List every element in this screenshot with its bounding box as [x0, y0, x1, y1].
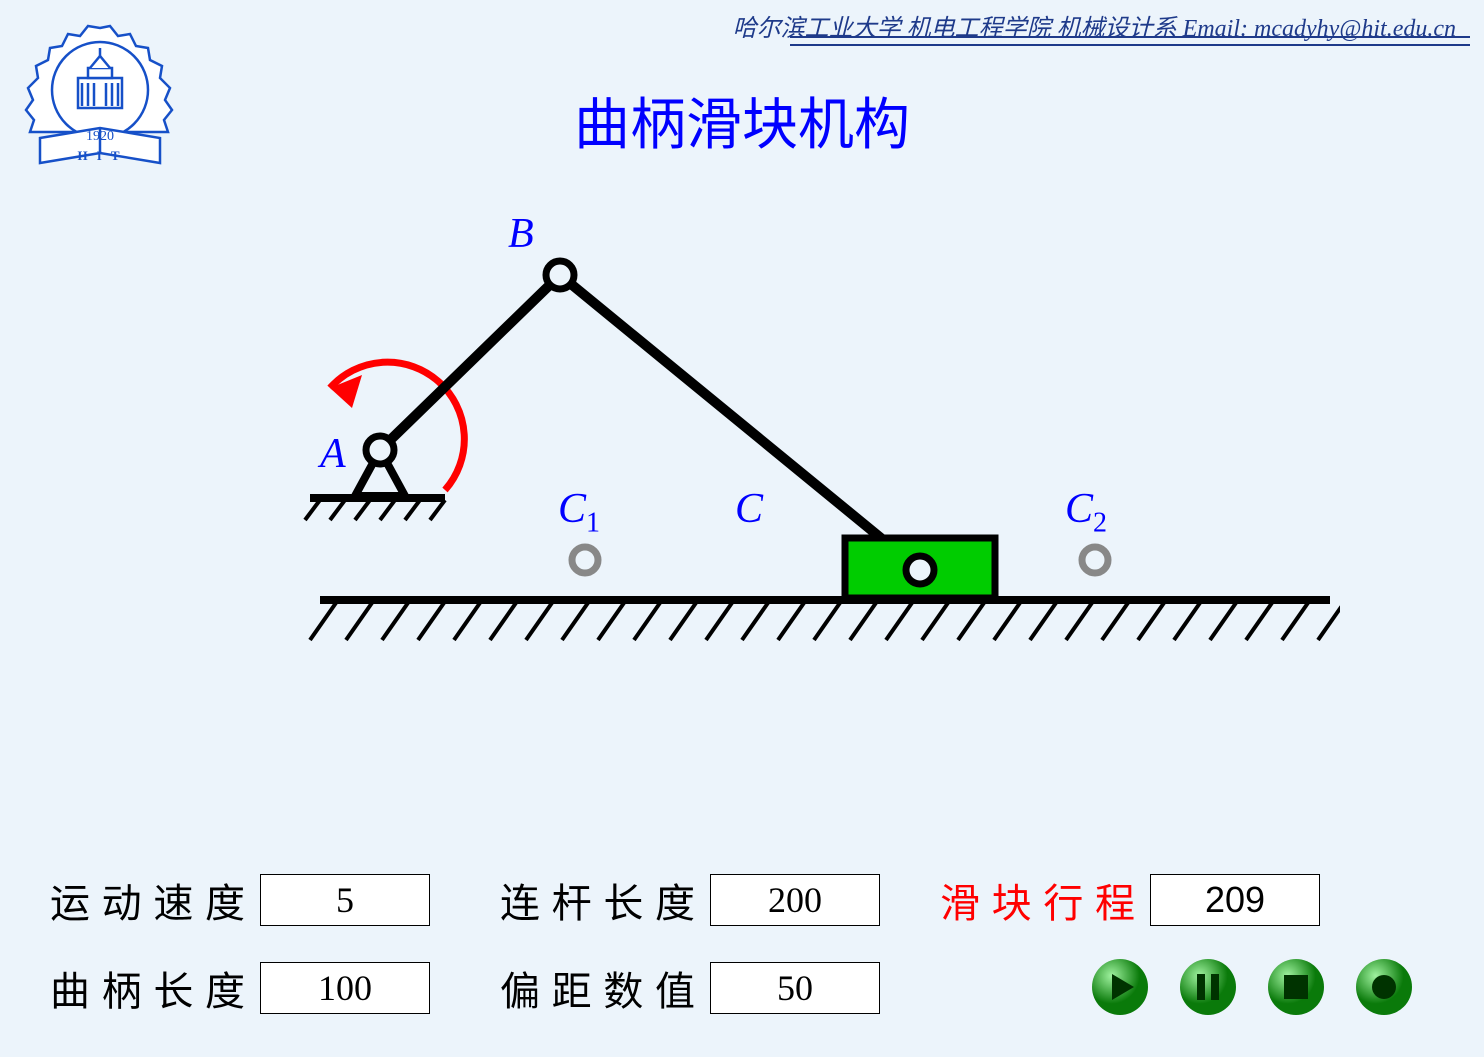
speed-input[interactable]: 5 — [260, 874, 430, 926]
record-button[interactable] — [1354, 957, 1414, 1017]
svg-text:1920: 1920 — [86, 129, 114, 144]
offset-label: 偏距数值 — [500, 959, 710, 1017]
label-C: C — [735, 485, 763, 533]
header-rule-2 — [790, 44, 1470, 46]
label-C1: C1 — [558, 485, 600, 539]
rod-length-label: 连杆长度 — [500, 871, 710, 929]
svg-text:H I T: H I T — [77, 148, 122, 163]
pause-button[interactable] — [1178, 957, 1238, 1017]
page-title: 曲柄滑块机构 — [574, 80, 910, 161]
crank-length-label: 曲柄长度 — [50, 959, 260, 1017]
media-controls — [1090, 957, 1414, 1017]
label-B: B — [508, 210, 534, 258]
stroke-label: 滑块行程 — [940, 871, 1150, 929]
label-A: A — [320, 430, 346, 478]
hit-logo: 1920 H I T — [10, 18, 190, 178]
offset-input[interactable]: 50 — [710, 962, 880, 1014]
rod-length-input[interactable]: 200 — [710, 874, 880, 926]
mechanism-diagram: A B C1 C C2 — [280, 200, 1340, 680]
stop-button[interactable] — [1266, 957, 1326, 1017]
speed-label: 运动速度 — [50, 871, 260, 929]
crank-length-input[interactable]: 100 — [260, 962, 430, 1014]
label-C2: C2 — [1065, 485, 1107, 539]
stroke-output: 209 — [1150, 874, 1320, 926]
play-button[interactable] — [1090, 957, 1150, 1017]
header-text: 哈尔滨工业大学 机电工程学院 机械设计系 Email: mcadyhy@hit.… — [733, 8, 1456, 43]
